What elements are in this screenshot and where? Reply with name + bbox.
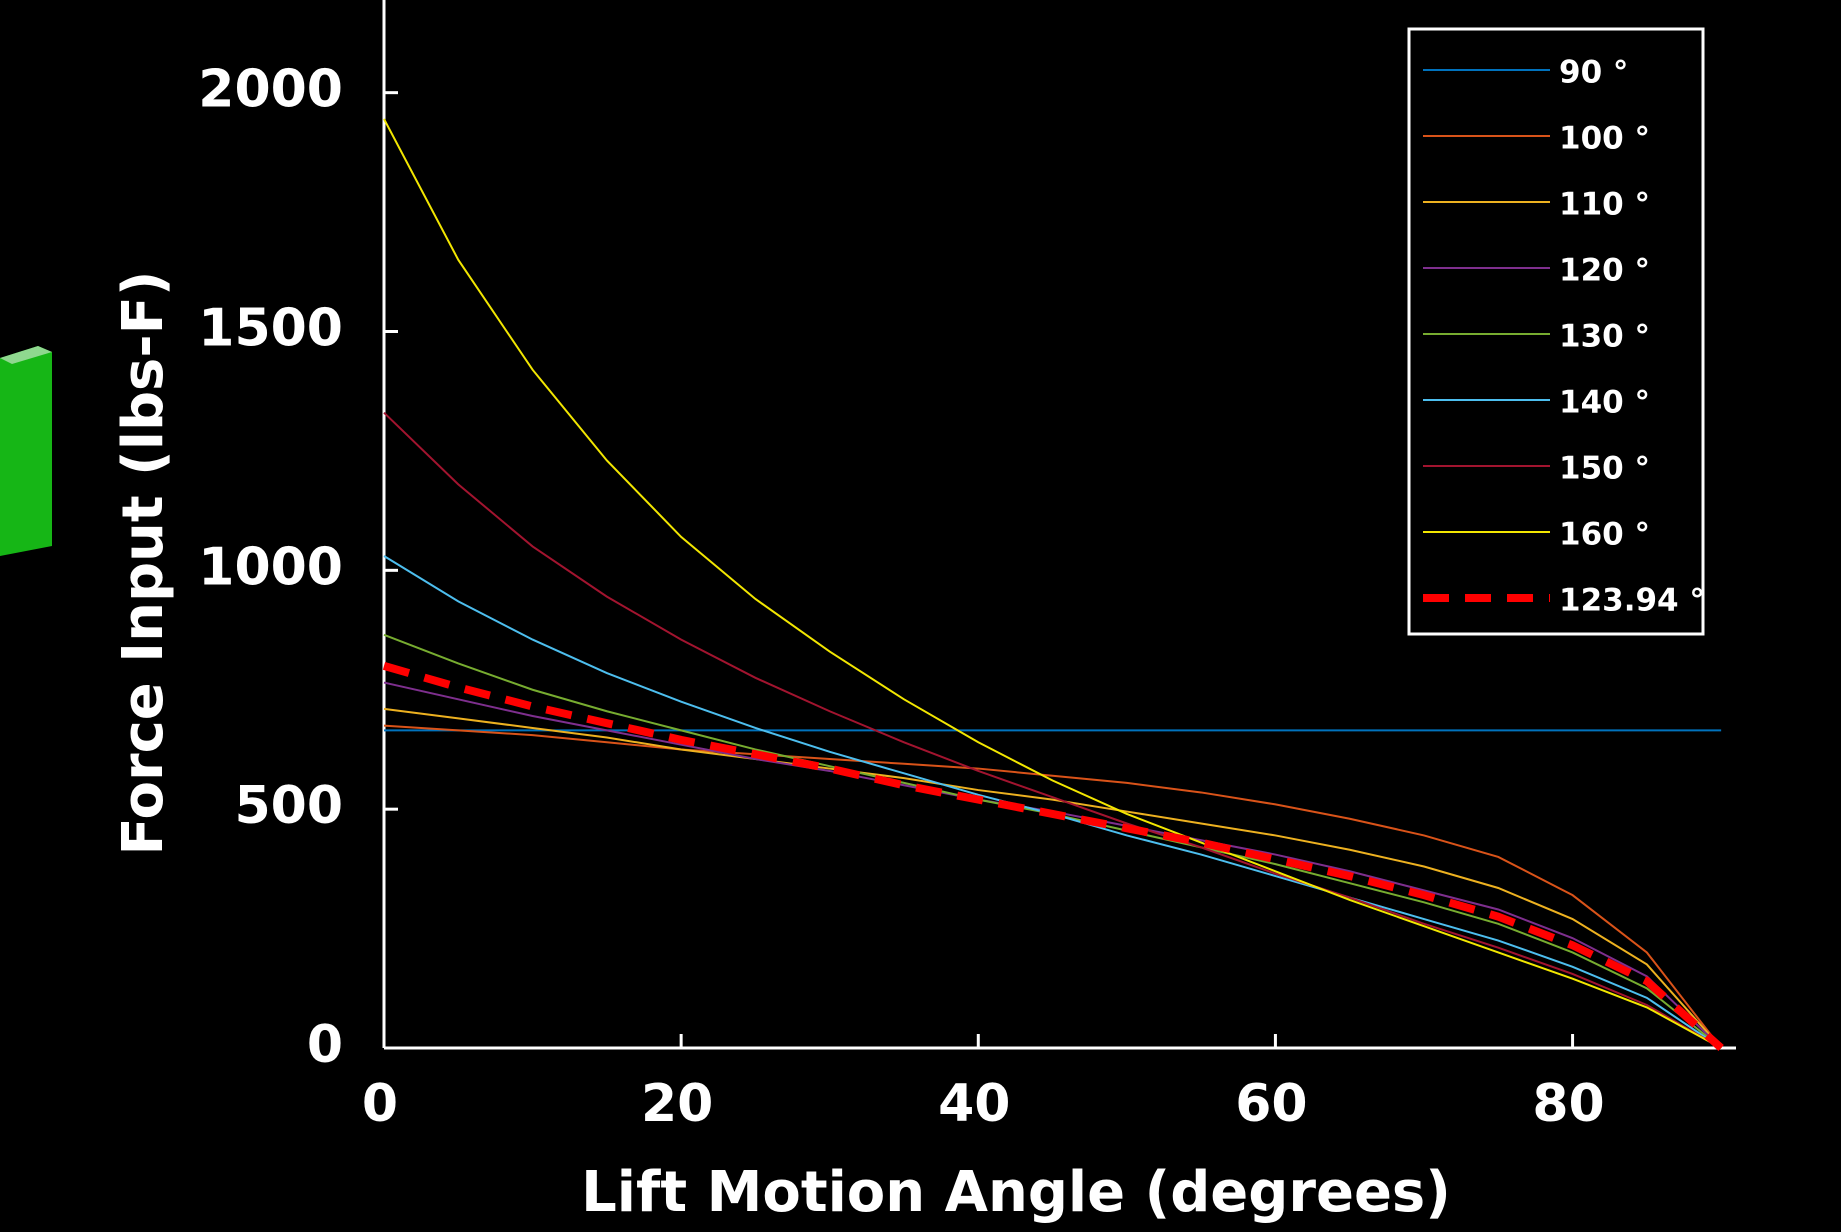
y-tick-label: 500 <box>234 776 343 836</box>
legend-label: 120 ° <box>1559 253 1650 289</box>
y-tick-label: 0 <box>307 1015 343 1075</box>
legend-label: 100 ° <box>1559 121 1650 157</box>
legend-label: 140 ° <box>1559 385 1650 421</box>
series-line <box>383 681 1722 1049</box>
green-block <box>0 346 52 556</box>
series-line <box>383 118 1722 1049</box>
x-tick-label: 80 <box>1532 1074 1604 1134</box>
legend-label: 110 ° <box>1559 187 1650 223</box>
x-axis-title: Lift Motion Angle (degrees) <box>581 1160 1451 1225</box>
legend-label: 160 ° <box>1559 517 1650 553</box>
y-tick-label: 2000 <box>198 60 343 120</box>
x-tick-label: 20 <box>641 1074 713 1134</box>
series-line <box>383 411 1722 1049</box>
x-tick-label: 60 <box>1235 1074 1307 1134</box>
series-line <box>383 707 1722 1049</box>
y-axis-title: Force Input (lbs-F) <box>111 271 176 856</box>
green-block-top <box>0 346 52 364</box>
series-line <box>382 662 1724 1051</box>
legend-label: 90 ° <box>1559 55 1628 91</box>
legend-box <box>1407 27 1705 636</box>
x-tick-label: 0 <box>362 1074 398 1134</box>
y-tick-label: 1500 <box>198 299 343 359</box>
legend-label: 150 ° <box>1559 451 1650 487</box>
legend-label: 123.94 ° <box>1559 583 1705 619</box>
x-tick-label: 40 <box>938 1074 1010 1134</box>
y-tick-label: 1000 <box>198 537 343 597</box>
series-line <box>383 633 1722 1049</box>
series-line <box>383 724 1722 1049</box>
legend-label: 130 ° <box>1559 319 1650 355</box>
